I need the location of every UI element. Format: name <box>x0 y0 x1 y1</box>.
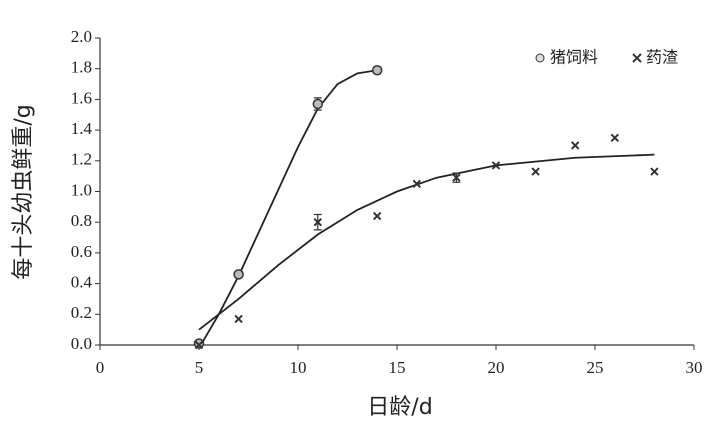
x-tick-label: 0 <box>96 358 105 377</box>
data-point <box>234 314 243 324</box>
y-tick-label: 0.0 <box>71 334 92 353</box>
y-tick-label: 1.2 <box>71 150 92 169</box>
y-axis-label: 每十头幼虫鲜重/g <box>11 104 36 279</box>
y-tick-label: 0.4 <box>71 273 93 292</box>
data-point <box>412 179 422 189</box>
legend-label: 猪饲料 <box>550 48 598 67</box>
data-point <box>452 173 461 182</box>
x-tick-label: 20 <box>488 358 505 377</box>
data-point <box>531 167 540 176</box>
x-tick-label: 10 <box>290 358 307 377</box>
data-point <box>371 64 383 76</box>
data-point <box>233 269 244 280</box>
x-tick-label: 25 <box>587 358 604 377</box>
fit-curve <box>198 69 378 349</box>
data-point <box>570 141 580 150</box>
y-tick-label: 0.8 <box>71 211 92 230</box>
data-point <box>650 167 659 176</box>
x-tick-label: 30 <box>686 358 703 377</box>
data-point <box>610 133 620 142</box>
y-tick-label: 1.8 <box>71 58 92 77</box>
y-tick-label: 1.0 <box>71 180 92 199</box>
y-tick-label: 1.6 <box>71 88 92 107</box>
y-tick-label: 2.0 <box>71 27 92 46</box>
y-tick-label: 0.2 <box>71 303 92 322</box>
legend: 猪饲料 药渣 <box>535 48 678 67</box>
x-tick-label: 5 <box>195 358 204 377</box>
y-tick-label: 0.6 <box>71 242 92 261</box>
y-tick-label: 1.4 <box>71 119 93 138</box>
data-point <box>372 211 382 221</box>
data-point <box>491 161 501 170</box>
legend-marker <box>535 53 545 63</box>
data-point <box>313 217 323 227</box>
legend-marker <box>632 53 642 63</box>
data-point <box>193 338 205 349</box>
x-tick-label: 15 <box>389 358 406 377</box>
data-point <box>194 340 204 350</box>
data-point <box>312 98 324 110</box>
x-axis-label: 日龄/d <box>367 395 432 420</box>
fit-curve <box>198 153 655 331</box>
legend-label: 药渣 <box>646 48 678 67</box>
